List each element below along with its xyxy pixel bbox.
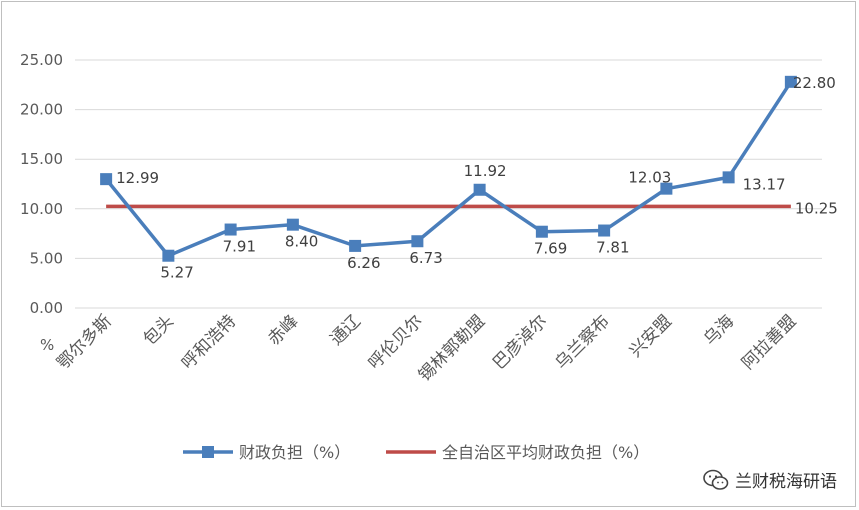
x-category-label: 赤峰 (264, 311, 302, 349)
legend-burden-swatch-marker (202, 446, 214, 458)
burden-data-label: 5.27 (160, 264, 193, 282)
burden-data-label: 7.91 (223, 238, 256, 256)
burden-data-point (224, 223, 237, 236)
y-tick-label: 25.00 (20, 51, 63, 69)
burden-data-label: 11.92 (464, 162, 507, 180)
burden-data-point (473, 183, 486, 196)
burden-data-point (598, 224, 611, 237)
watermark-text: 兰财税海研语 (735, 472, 837, 492)
burden-data-label: 6.26 (347, 254, 380, 272)
burden-data-point (162, 249, 175, 262)
x-category-label: 兴安盟 (626, 311, 676, 361)
burden-data-label: 12.03 (628, 169, 671, 187)
x-category-label: 鄂尔多斯 (53, 311, 115, 373)
x-category-label: 乌海 (700, 311, 738, 349)
burden-data-label: 8.40 (285, 233, 318, 251)
burden-data-point (722, 171, 735, 184)
y-tick-label: 20.00 (20, 101, 63, 119)
y-unit-label: % (40, 336, 54, 354)
burden-data-point (349, 239, 362, 252)
y-tick-label: 5.00 (30, 249, 63, 267)
x-category-label: 呼和浩特 (178, 311, 240, 373)
burden-data-point (784, 75, 797, 88)
burden-data-point (535, 225, 548, 238)
y-tick-label: 15.00 (20, 150, 63, 168)
x-category-label: 通辽 (326, 311, 364, 349)
legend-burden-label: 财政负担（%） (239, 443, 350, 462)
burden-data-point (286, 218, 299, 231)
wechat-icon (703, 469, 729, 490)
burden-data-label: 6.73 (409, 249, 442, 267)
burden-data-label: 7.69 (534, 240, 567, 258)
burden-data-label: 22.80 (793, 74, 836, 92)
watermark: 兰财税海研语 (703, 467, 837, 492)
x-category-label: 乌兰察布 (551, 311, 613, 373)
x-category-label: 巴彦淖尔 (489, 311, 551, 373)
x-category-label: 包头 (140, 311, 178, 349)
x-category-label: 呼伦贝尔 (365, 311, 427, 373)
y-tick-label: 10.00 (20, 200, 63, 218)
x-category-label: 锡林郭勒盟 (415, 311, 489, 385)
burden-data-label: 7.81 (596, 239, 629, 257)
burden-data-label: 12.99 (116, 169, 159, 187)
x-category-label: 阿拉善盟 (738, 311, 800, 373)
burden-data-point (411, 235, 424, 248)
burden-data-point (660, 182, 673, 195)
y-tick-label: 0.00 (30, 299, 63, 317)
burden-data-point (100, 173, 113, 186)
legend-average-label: 全自治区平均财政负担（%） (442, 443, 649, 462)
burden-data-label: 13.17 (743, 175, 786, 193)
average-data-label: 10.25 (795, 199, 838, 217)
burden-series-line (104, 80, 793, 258)
